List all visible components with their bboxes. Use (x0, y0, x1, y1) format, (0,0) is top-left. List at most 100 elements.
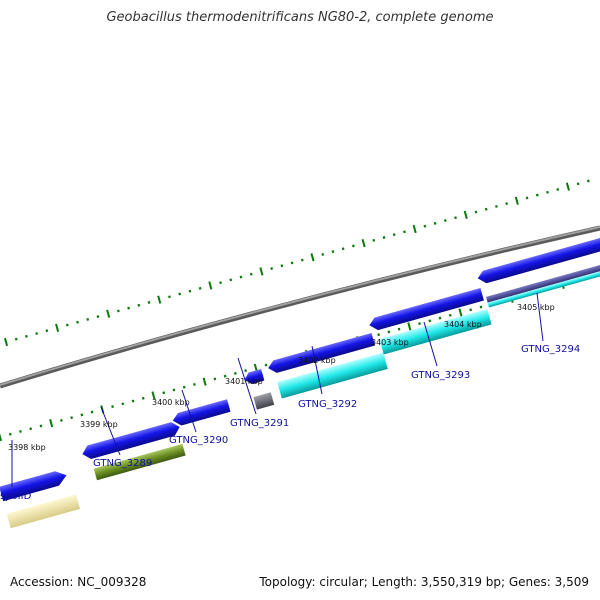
inner-tick (244, 369, 247, 373)
outer-tick (321, 252, 325, 256)
scale-label-3403: 3403 kbp (371, 338, 409, 347)
genome-backbone (0, 225, 600, 389)
outer-tick (392, 233, 396, 237)
inner-tick (182, 385, 186, 389)
gene-gtng-3289-forward[interactable] (81, 420, 182, 461)
inner-tick (60, 418, 63, 422)
outer-tick (55, 323, 60, 332)
inner-tick (131, 399, 135, 403)
gene-label-leaders (11, 292, 544, 487)
gene-label-gtng-3290[interactable]: GTNG_3290 (169, 435, 228, 446)
outer-tick (300, 258, 304, 262)
inner-tick (458, 308, 463, 317)
accession-text: Accession: NC_009328 (10, 575, 147, 589)
outer-tick (546, 190, 549, 194)
gene-gtng-3289-reverse[interactable] (93, 443, 186, 481)
gene-gtng-3293-reverse[interactable] (379, 308, 492, 355)
outer-tick (433, 221, 437, 225)
outer-tick (290, 261, 294, 265)
inner-tick (448, 313, 452, 317)
gene-gtng-3290-forward[interactable] (171, 399, 231, 427)
outer-tick (454, 216, 457, 220)
gene-gtng-3291-reverse[interactable] (253, 392, 275, 410)
gene-label-gtng-3291[interactable]: GTNG_3291 (230, 418, 289, 429)
outer-tick (280, 264, 284, 268)
outer-tick (310, 253, 315, 262)
outer-tick (3, 337, 9, 347)
outer-tick (443, 219, 447, 222)
inner-tick (121, 402, 125, 406)
scale-label-3402: 3402 kbp (298, 356, 336, 365)
outer-tick (514, 196, 519, 205)
outer-tick (463, 210, 468, 220)
outer-tick (229, 278, 233, 282)
inner-tick (202, 377, 207, 386)
outer-tick (259, 267, 264, 276)
inner-tick (39, 424, 43, 428)
gene-gtng-3292-reverse[interactable] (277, 352, 388, 399)
outer-tick (219, 281, 222, 285)
genome-title: Geobacillus thermodenitrificans NG80-2, … (106, 10, 494, 25)
scale-label-3405: 3405 kbp (517, 303, 555, 312)
outer-tick (382, 236, 386, 239)
gene-spoIID-forward[interactable] (0, 468, 69, 502)
outer-tick (86, 317, 90, 321)
outer-tick (556, 188, 560, 191)
outer-tick (505, 202, 509, 206)
inner-tick (0, 433, 3, 442)
inner-tick (70, 416, 74, 420)
inner-tick (407, 322, 412, 331)
gene-gtng-3293-forward[interactable] (368, 288, 484, 332)
outer-tick (198, 286, 202, 290)
outer-tick (45, 329, 49, 333)
inner-tick (233, 371, 237, 375)
gene-label-gtng-3294[interactable]: GTNG_3294 (521, 344, 580, 355)
inner-tick (193, 383, 196, 386)
outer-tick (117, 309, 120, 313)
outer-tick (474, 210, 478, 214)
outer-tick (341, 247, 345, 251)
inner-tick (387, 330, 391, 334)
scale-label-3398: 3398 kbp (8, 443, 46, 452)
inner-tick (213, 377, 217, 381)
inner-tick (418, 322, 421, 326)
outer-tick (106, 309, 111, 318)
outer-tick (96, 315, 100, 319)
scale-label-3400: 3400 kbp (152, 398, 190, 407)
outer-tick (65, 323, 69, 327)
outer-tick (188, 289, 192, 293)
outer-tick (484, 207, 488, 211)
outer-tick (35, 332, 39, 335)
inner-tick (438, 316, 442, 320)
outer-tick (565, 182, 570, 191)
scale-label-3401: 3401 kbp (225, 377, 263, 386)
gene-label-gtng-3292[interactable]: GTNG_3292 (298, 399, 357, 410)
inner-tick (264, 363, 268, 367)
gene-gtng-3291-forward[interactable] (243, 368, 265, 386)
gene-label-spoIID[interactable]: spoIID (0, 491, 32, 502)
scale-label-3404: 3404 kbp (444, 320, 482, 329)
inner-tick (141, 396, 145, 400)
outer-tick-marks (3, 179, 590, 347)
outer-tick (147, 301, 151, 304)
gene-label-gtng-3289[interactable]: GTNG_3289 (93, 458, 152, 469)
inner-tick (8, 432, 12, 436)
inner-tick (49, 419, 54, 428)
outer-tick (157, 295, 162, 304)
inner-tick (151, 391, 156, 400)
outer-tick (586, 179, 590, 183)
outer-tick (361, 239, 366, 248)
outer-tick (403, 230, 406, 234)
gene-label-gtng-3293[interactable]: GTNG_3293 (411, 370, 470, 381)
gene-gtng-3294-forward[interactable] (476, 228, 600, 285)
outer-tick (423, 224, 427, 228)
outer-tick (495, 204, 498, 208)
gene-gtng-3294-reverse[interactable] (486, 253, 600, 308)
outer-tick (208, 281, 213, 290)
outer-tick (576, 182, 580, 186)
inner-tick (29, 427, 33, 431)
gene-spoIID-reverse[interactable] (6, 494, 81, 529)
gene-gtng-3292-forward[interactable] (267, 332, 376, 375)
inner-tick (479, 305, 483, 309)
